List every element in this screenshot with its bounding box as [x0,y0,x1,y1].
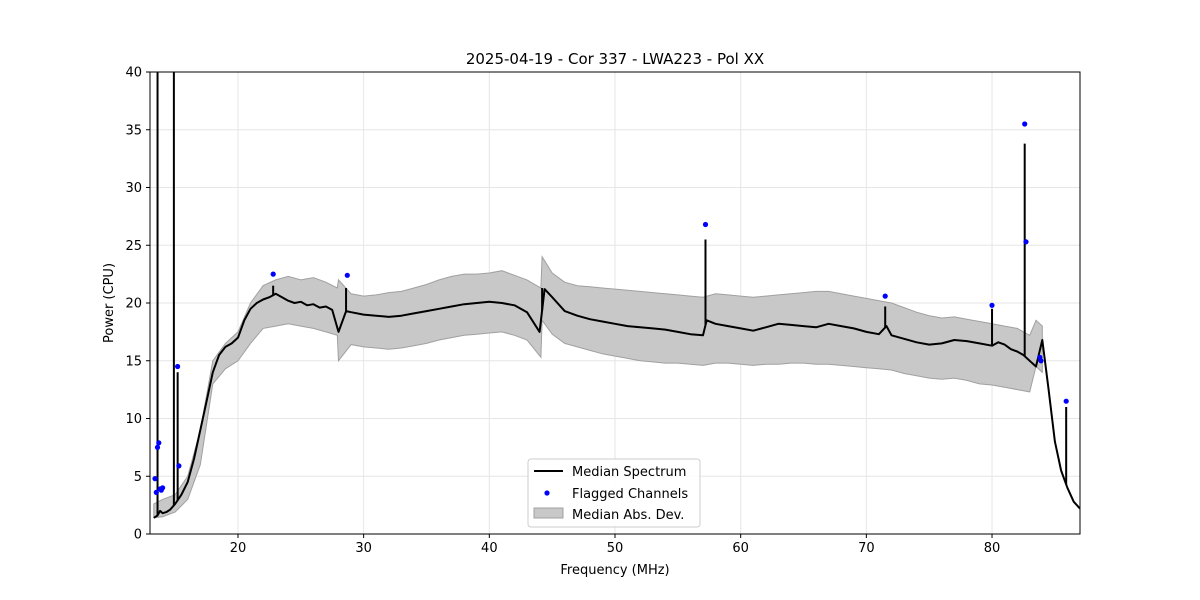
flagged-channel-point [175,363,181,370]
flagged-channel-point [154,444,161,450]
axes: 20 30 40 50 60 70 80 0 5 10 15 20 25 30 35 40 [125,66,1000,557]
flagged-channel-point [1023,239,1029,245]
x-tick-label: 70 [858,541,875,556]
legend-flagged-label: Flagged Channels [572,487,688,502]
flagged-channel-point [160,485,166,491]
chart-title: 2025-04-19 - Cor 337 - LWA223 - Pol XX [466,50,764,68]
flagged-channel-point [176,463,182,469]
flagged-channel-point [989,302,995,308]
y-tick-label: 15 [125,354,142,369]
median-spectrum-line [153,288,1080,519]
flagged-channel-point [344,272,350,278]
x-tick-label: 60 [732,541,749,556]
legend-mad-swatch [533,507,564,519]
legend-box [527,458,701,528]
x-tick-label: 80 [984,541,1001,556]
plot-area [152,72,1080,519]
mad-band [153,255,1043,519]
y-tick-label: 10 [125,412,142,427]
x-axis-label: Frequency (MHz) [560,563,669,578]
flagged-channel-point [153,489,159,495]
y-tick-label: 20 [125,297,142,312]
x-tick-label: 40 [481,541,498,556]
y-tick-label: 35 [125,123,142,138]
flagged-channel-point [882,293,888,299]
y-tick-label: 40 [125,66,142,81]
legend-median-label: Median Spectrum [572,465,686,480]
legend-mad-label: Median Abs. Dev. [572,508,684,523]
flagged-channel-point [156,440,162,446]
flagged-channel-point [270,271,276,277]
y-axis-label: Power (CPU) [102,263,117,343]
flagged-channel-point [1038,358,1044,364]
legend: Median Spectrum Flagged Channels Median … [527,458,701,528]
y-tick-label: 5 [134,470,142,485]
x-tick-label: 20 [230,541,247,556]
y-tick-label: 0 [134,528,142,543]
flagged-channel-point [1063,398,1069,404]
flagged-channel-point [152,476,158,482]
x-tick-label: 30 [355,541,372,556]
y-tick-label: 25 [125,239,142,254]
legend-flagged-marker [544,490,550,496]
flagged-channel-point [1022,121,1028,127]
flagged-channel-point [702,221,709,228]
x-tick-label: 50 [607,541,624,556]
y-tick-label: 30 [125,181,142,196]
